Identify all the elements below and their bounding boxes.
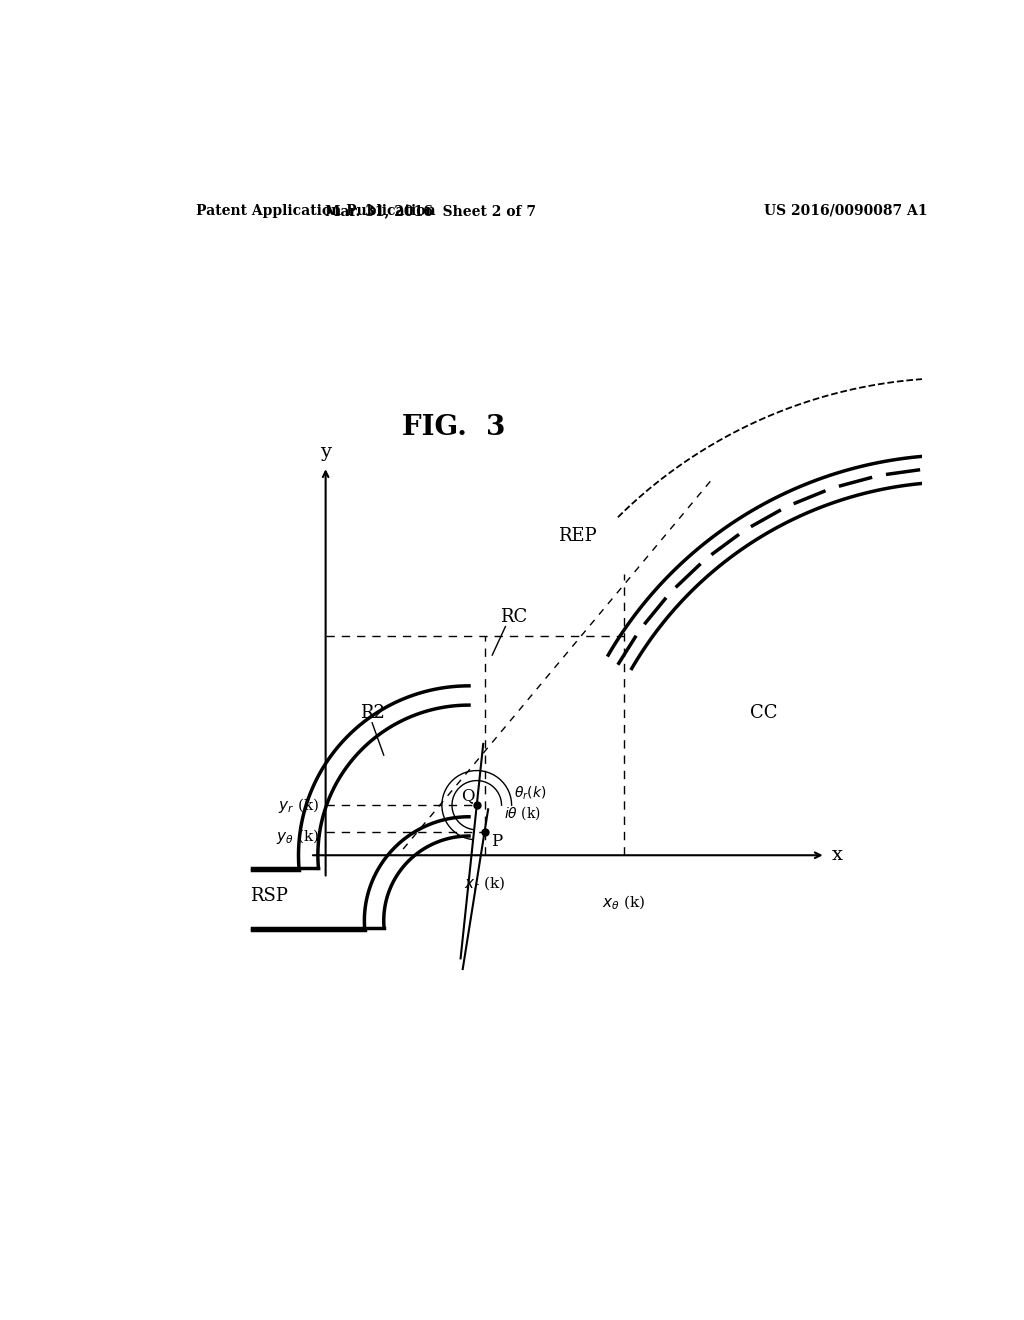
Text: $x_\theta$ (k): $x_\theta$ (k) xyxy=(602,894,645,912)
Text: RSP: RSP xyxy=(250,887,288,906)
Text: $i\theta$ (k): $i\theta$ (k) xyxy=(504,804,541,822)
Text: $x_r$ (k): $x_r$ (k) xyxy=(464,874,505,892)
Text: RC: RC xyxy=(500,607,527,626)
Text: y: y xyxy=(321,444,331,461)
Text: FIG.  3: FIG. 3 xyxy=(401,414,505,441)
Text: x: x xyxy=(831,846,843,865)
Text: REP: REP xyxy=(558,527,597,545)
Text: $y_r$ (k): $y_r$ (k) xyxy=(279,796,319,814)
Text: P: P xyxy=(490,833,502,850)
Text: Mar. 31, 2016  Sheet 2 of 7: Mar. 31, 2016 Sheet 2 of 7 xyxy=(325,203,536,218)
Text: Q: Q xyxy=(461,788,474,804)
Text: R2: R2 xyxy=(360,704,385,722)
Text: Patent Application Publication: Patent Application Publication xyxy=(197,203,436,218)
Text: $\theta_r(k)$: $\theta_r(k)$ xyxy=(514,785,547,803)
Text: $y_\theta$ (k): $y_\theta$ (k) xyxy=(276,826,319,846)
Text: US 2016/0090087 A1: US 2016/0090087 A1 xyxy=(764,203,927,218)
Text: CC: CC xyxy=(750,704,777,722)
